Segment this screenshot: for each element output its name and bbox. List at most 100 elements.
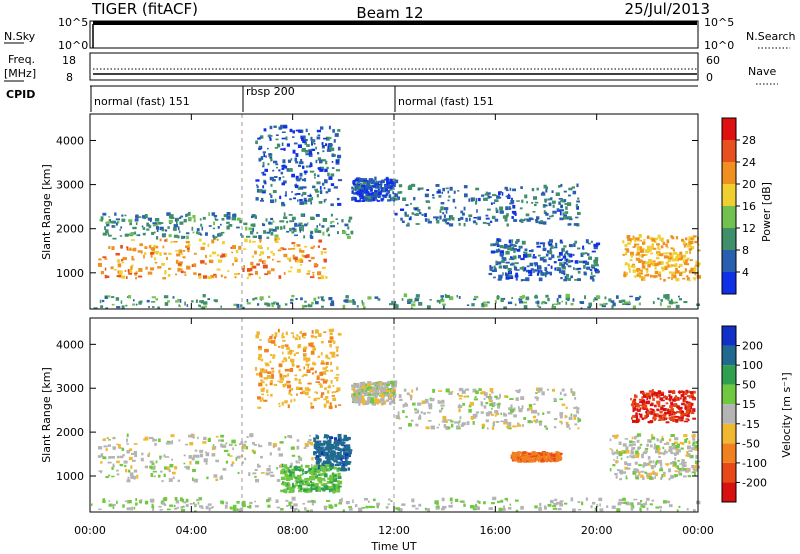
data-cell [150,267,155,271]
data-cell [291,446,295,448]
data-cell [257,396,261,400]
data-cell [664,449,667,454]
data-cell [646,497,650,501]
data-cell [329,477,334,482]
data-cell [429,399,434,402]
data-cell [690,267,694,272]
data-cell [440,202,445,205]
data-cell [298,485,303,488]
data-cell [351,384,356,388]
data-cell [259,375,261,378]
data-cell [282,482,284,486]
data-cell [547,271,552,275]
data-cell [317,157,322,161]
data-cell [611,505,616,509]
data-cell [458,222,461,226]
data-cell [185,240,190,244]
data-cell [270,250,273,254]
data-cell [111,466,114,470]
data-cell [323,187,326,190]
data-cell [575,216,579,219]
data-cell [516,459,519,461]
data-cell [267,270,271,275]
data-cell [348,216,353,220]
data-cell [281,360,285,363]
data-cell [348,299,353,303]
data-cell [320,341,324,344]
data-cell [378,386,382,390]
data-cell [163,473,166,477]
data-cell [473,217,478,219]
data-cell [310,217,315,220]
data-cell [188,217,192,221]
data-cell [215,435,219,438]
data-cell [511,456,514,459]
data-cell [653,413,657,417]
data-cell [334,437,338,441]
data-cell [101,218,103,222]
data-cell [276,467,279,470]
data-cell [334,488,339,490]
data-cell [294,184,299,189]
data-cell [133,450,137,455]
data-cell [196,498,200,502]
data-cell [462,212,465,216]
data-cell [408,217,412,221]
data-cell [296,479,298,483]
data-cell [667,259,672,263]
data-cell [682,397,685,402]
data-cell [524,248,528,251]
data-cell [108,456,112,459]
data-cell [206,476,209,480]
data-cell [325,191,329,194]
data-cell [411,306,413,309]
data-cell [618,452,623,457]
data-cell [485,402,489,405]
data-cell [193,218,196,223]
data-cell [526,451,529,455]
data-cell [512,425,517,428]
data-cell [177,298,179,302]
data-cell [587,306,591,309]
data-cell [308,396,311,398]
data-cell [138,234,141,237]
data-cell [258,235,262,239]
data-cell [344,223,349,227]
data-cell [330,380,333,384]
data-cell [165,229,168,232]
data-cell [307,365,309,369]
data-cell [523,254,525,258]
data-cell [316,436,320,440]
data-cell [217,439,222,442]
data-cell [318,167,321,171]
data-cell [125,468,128,473]
data-cell [565,258,569,262]
data-cell [622,303,627,305]
data-cell [205,505,209,510]
data-cell [208,212,210,216]
data-cell [231,461,235,464]
data-cell [418,211,422,215]
data-cell [380,198,384,202]
data-cell [414,208,418,211]
data-cell [259,240,262,243]
data-cell [283,272,286,275]
data-cell [486,192,491,195]
data-cell [654,419,656,421]
data-cell [652,417,657,420]
data-cell [555,451,559,455]
data-cell [580,301,585,304]
data-cell [522,457,526,461]
data-cell [558,455,562,459]
data-cell [365,189,368,193]
data-cell [498,507,503,512]
data-cell [310,335,314,337]
data-cell [542,272,547,276]
data-cell [584,295,586,300]
data-cell [198,275,202,279]
data-cell [99,219,103,222]
data-cell [653,394,657,397]
data-cell [248,472,251,477]
data-cell [424,213,427,217]
data-cell [266,467,271,472]
